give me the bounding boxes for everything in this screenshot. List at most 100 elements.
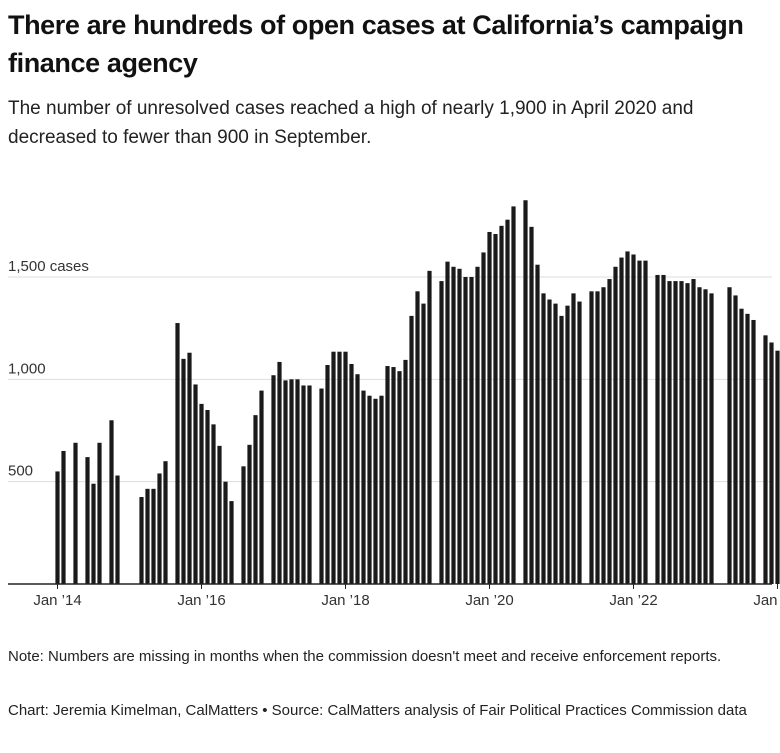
bar: [577, 301, 582, 584]
bar: [223, 481, 228, 584]
bar: [541, 293, 546, 584]
bar: [109, 420, 114, 584]
bar: [307, 385, 312, 584]
bar: [619, 257, 624, 584]
y-axis-labels: 500 1,000 1,500 cases: [8, 258, 89, 480]
bar: [571, 293, 576, 584]
bar: [739, 308, 744, 584]
bar: [439, 281, 444, 584]
y-tick-label: 1,500 cases: [8, 258, 89, 275]
bar: [769, 342, 774, 584]
x-tick-label: Jan ’24: [753, 592, 780, 609]
bar: [271, 375, 276, 584]
bar: [199, 403, 204, 584]
bar: [97, 442, 102, 584]
bar: [667, 281, 672, 584]
bar: [319, 388, 324, 584]
x-tick-label: Jan ’16: [177, 592, 225, 609]
bar: [193, 384, 198, 584]
bar: [277, 361, 282, 584]
bar: [643, 260, 648, 584]
bar: [181, 358, 186, 584]
x-tick-label: Jan ’14: [33, 592, 81, 609]
bar: [631, 254, 636, 585]
bar: [289, 379, 294, 584]
bar: [697, 287, 702, 584]
bar: [175, 323, 180, 584]
bar: [421, 303, 426, 584]
bar: [673, 281, 678, 584]
bar: [655, 274, 660, 584]
bar: [295, 379, 300, 584]
bar: [559, 315, 564, 584]
bar: [115, 475, 120, 584]
bar: [625, 251, 630, 585]
bar: [217, 445, 222, 584]
chart-note: Note: Numbers are missing in months when…: [8, 648, 722, 665]
bar: [601, 287, 606, 584]
bar: [397, 371, 402, 584]
x-tick-label: Jan ’18: [321, 592, 369, 609]
x-axis-ticks: Jan ’14 Jan ’16 Jan ’18 Jan ’20 Jan ’22 Jan ’…: [33, 584, 780, 609]
bar: [469, 277, 474, 584]
bar: [427, 270, 432, 584]
bar: [589, 291, 594, 584]
bar: [523, 200, 528, 584]
bar: [139, 497, 144, 584]
bar: [385, 366, 390, 584]
bar: [367, 395, 372, 584]
bar: [487, 231, 492, 584]
bar: [547, 299, 552, 584]
x-tick-label: Jan ’22: [609, 592, 657, 609]
bar: [325, 365, 330, 584]
bar: [511, 206, 516, 584]
bar: [85, 457, 90, 584]
bar: [253, 415, 258, 584]
bar: [187, 352, 192, 584]
bar: [145, 488, 150, 584]
bar: [343, 351, 348, 584]
bar: [355, 374, 360, 584]
bar: [229, 501, 234, 584]
bar: [157, 473, 162, 584]
bar: [445, 261, 450, 584]
bar: [373, 398, 378, 584]
bar: [403, 359, 408, 584]
bar: [73, 442, 78, 584]
chart-title: There are hundreds of open cases at Cali…: [8, 10, 744, 78]
bar: [691, 279, 696, 584]
bar: [745, 313, 750, 584]
bar: [685, 283, 690, 584]
bars: [55, 200, 780, 585]
chart-credit: Chart: Jeremia Kimelman, CalMatters • So…: [8, 702, 747, 719]
bar: [505, 219, 510, 584]
bar: [331, 351, 336, 584]
bar: [709, 293, 714, 584]
bar: [349, 363, 354, 584]
bar: [151, 488, 156, 584]
bar: [337, 351, 342, 584]
bar: [55, 471, 60, 584]
bar: [259, 390, 264, 584]
bar: [751, 319, 756, 584]
bar: [529, 226, 534, 585]
x-tick-label: Jan ’20: [465, 592, 513, 609]
bar: [775, 350, 780, 584]
y-tick-label: 1,000: [8, 360, 46, 377]
bar: [241, 466, 246, 584]
bar: [607, 279, 612, 584]
bar: [91, 483, 96, 584]
bar: [637, 260, 642, 584]
bar: [415, 291, 420, 584]
bar: [481, 252, 486, 584]
bar: [763, 335, 768, 584]
bar: [661, 274, 666, 584]
bar: [457, 268, 462, 584]
bar: [205, 410, 210, 584]
bar: [409, 315, 414, 584]
bar: [247, 444, 252, 584]
bar: [553, 303, 558, 584]
bar: [361, 390, 366, 584]
bar: [451, 266, 456, 584]
bar: [391, 367, 396, 584]
